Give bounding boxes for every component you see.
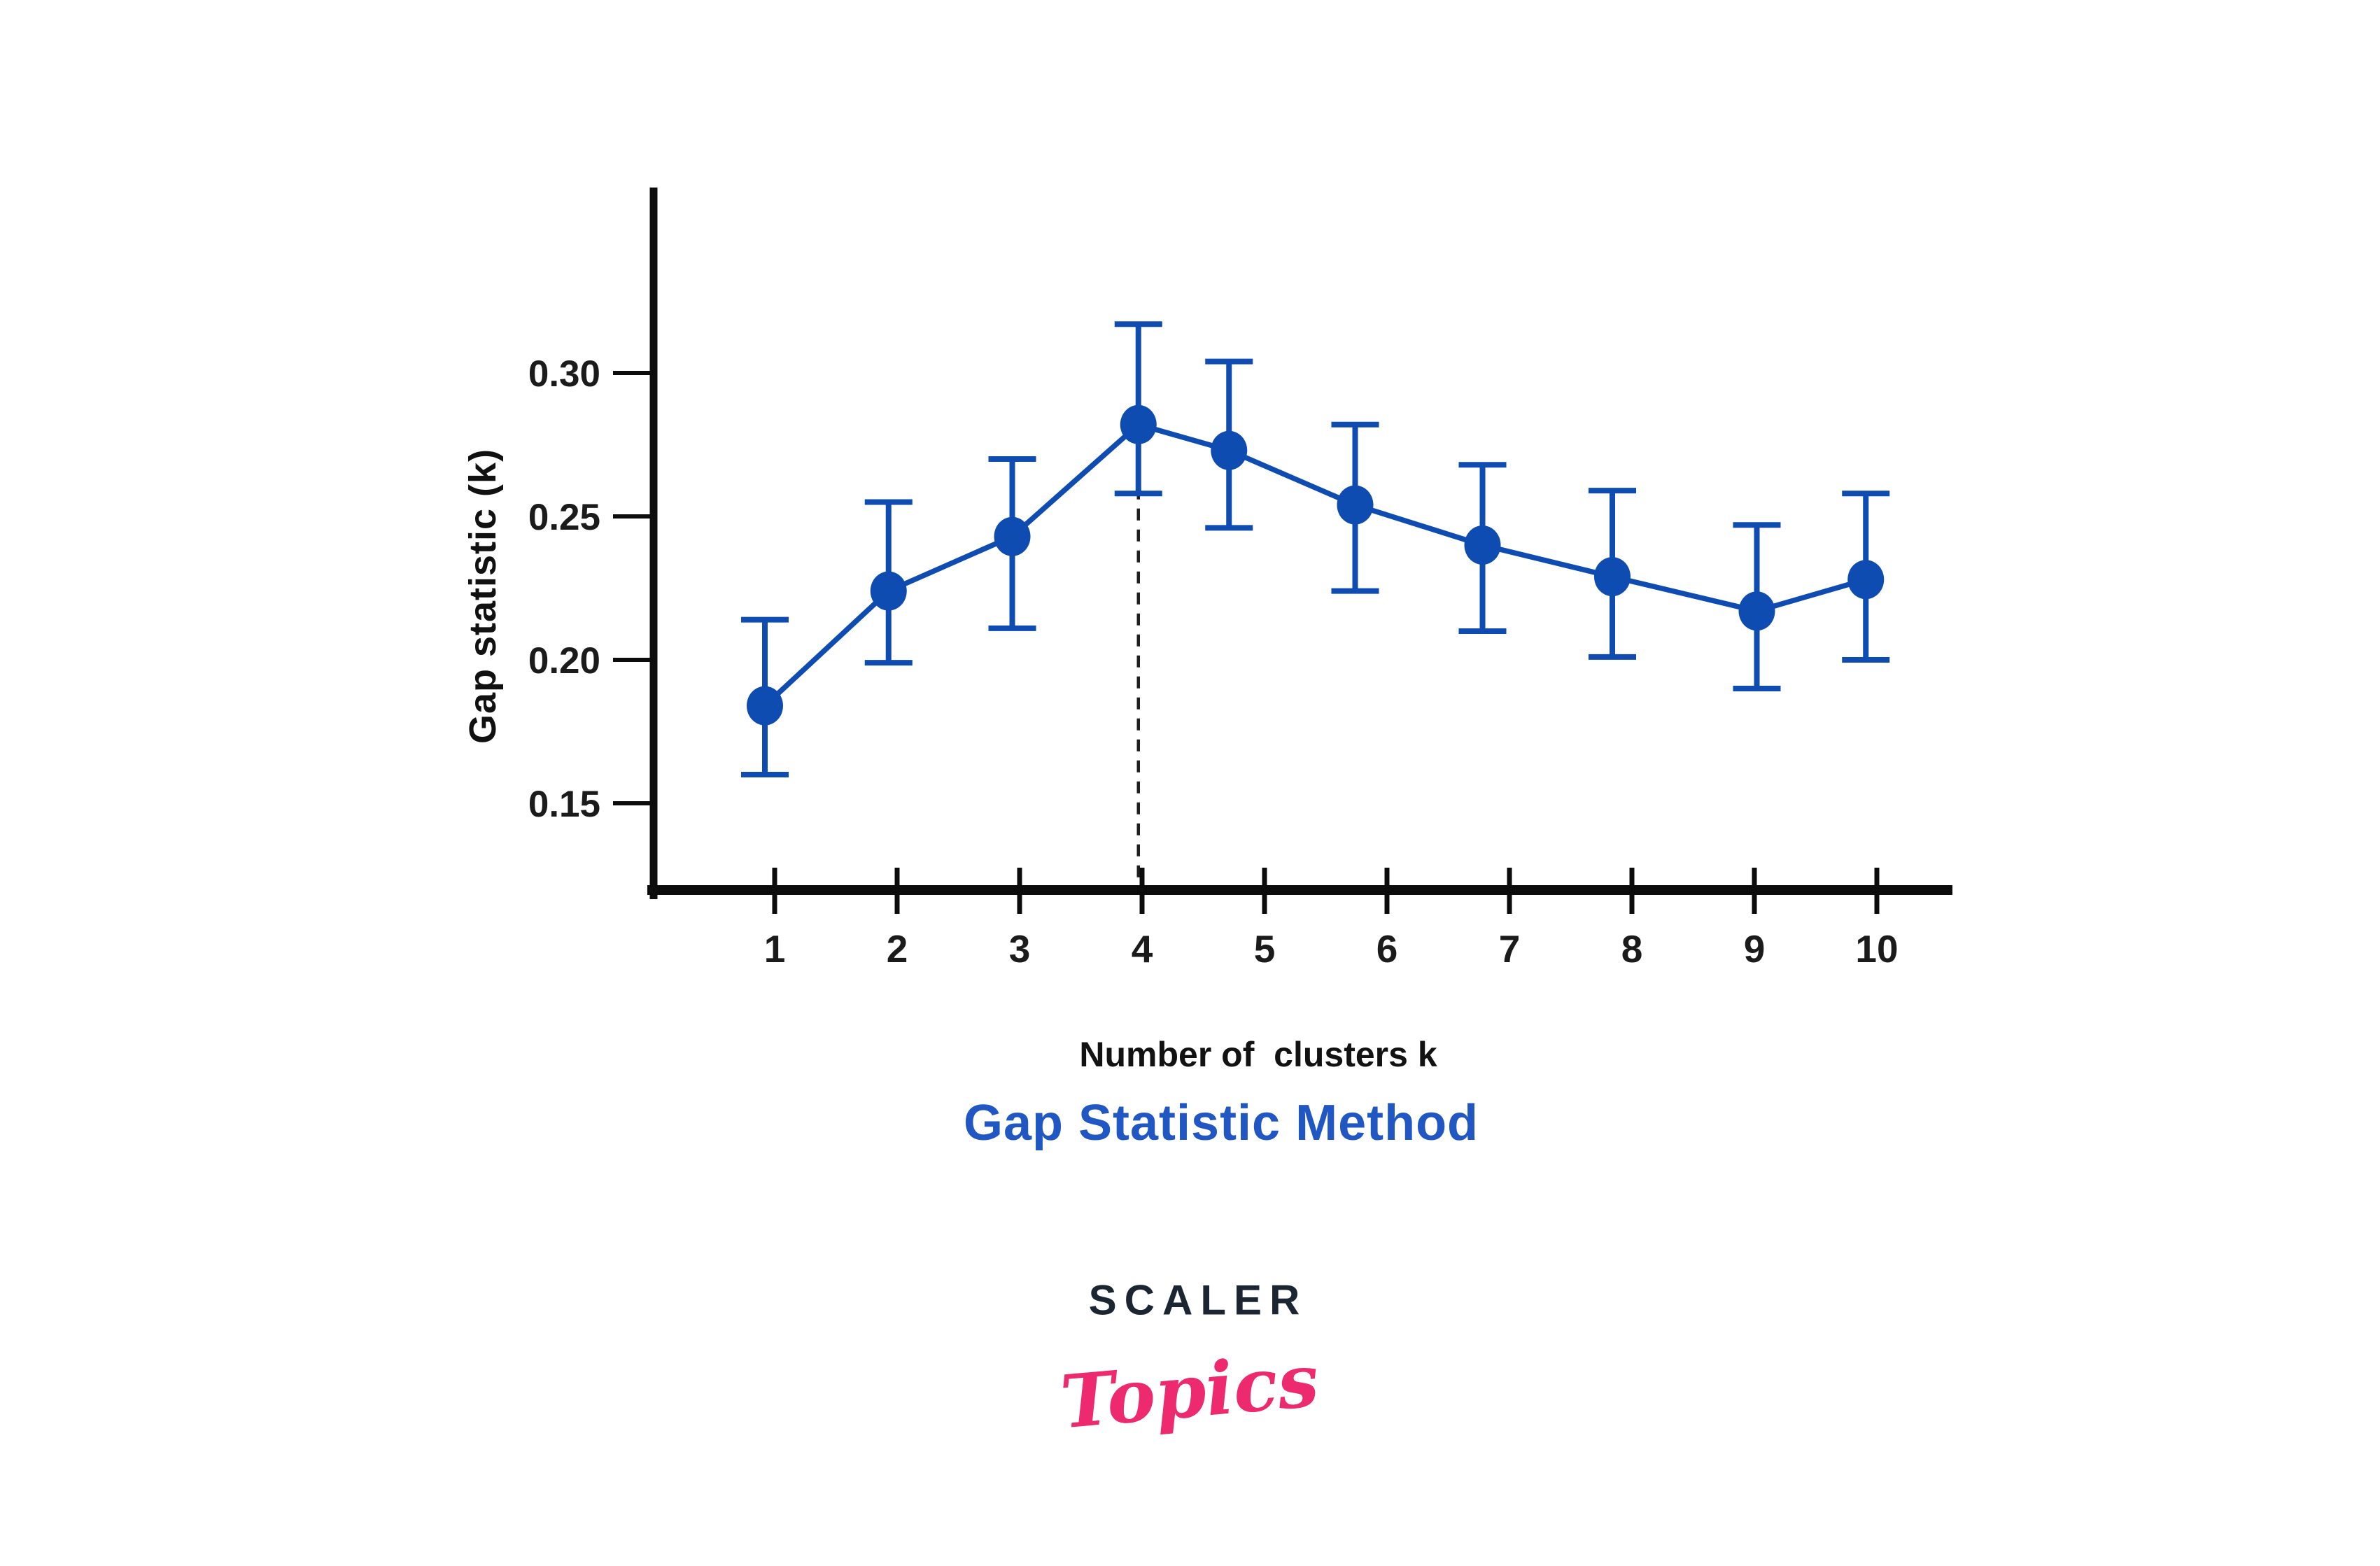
x-tick-label: 2 [887, 927, 908, 971]
data-point-marker [1594, 557, 1631, 597]
x-axis-title: Number of clusters k [1079, 1035, 1437, 1074]
x-tick-label: 5 [1254, 927, 1276, 971]
x-tick-label: 10 [1855, 927, 1898, 971]
y-tick-label: 0.20 [528, 640, 600, 682]
x-tick-label: 1 [764, 927, 786, 971]
x-tick-label: 6 [1376, 927, 1398, 971]
data-point-marker [1337, 485, 1374, 525]
data-point-marker [994, 516, 1031, 556]
chart-title: Gap Statistic Method [963, 1095, 1479, 1151]
y-tick-label: 0.15 [528, 784, 600, 825]
y-axis-title: Gap statistic (k) [462, 448, 504, 745]
data-point-marker [1847, 560, 1885, 600]
x-tick-label: 8 [1621, 927, 1643, 971]
data-point-marker [1211, 430, 1248, 470]
y-tick-label: 0.30 [528, 353, 600, 395]
y-tick-label: 0.25 [528, 497, 600, 538]
x-tick-label: 9 [1744, 927, 1766, 971]
data-point-marker [747, 686, 783, 726]
series-line [763, 422, 1867, 708]
x-tick-label: 7 [1499, 927, 1521, 971]
x-tick-label: 3 [1009, 927, 1031, 971]
data-point-marker [870, 571, 907, 611]
data-point-marker [1738, 591, 1775, 631]
brand-scaler-text: SCALER [1088, 1276, 1308, 1324]
x-tick-label: 4 [1132, 927, 1153, 971]
data-point-marker [1120, 404, 1157, 444]
data-point-marker [1464, 525, 1501, 565]
